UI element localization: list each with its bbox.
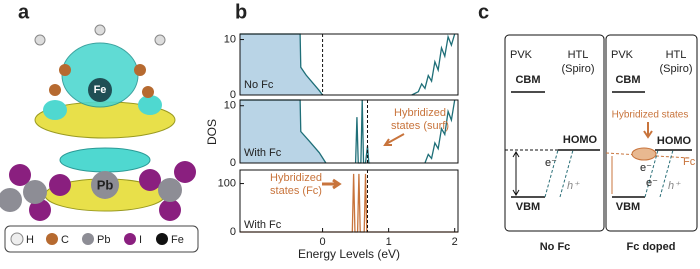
atom-label: Pb <box>97 177 114 192</box>
legend-label: H <box>26 234 34 246</box>
diagram-text: PVK <box>611 49 634 61</box>
annotation: With Fc <box>244 147 282 159</box>
x-tick-label: 1 <box>386 236 392 248</box>
legend-label: Pb <box>97 234 110 246</box>
diagram-text: e⁻ <box>640 162 652 174</box>
diagram-text: h⁺ <box>567 180 580 192</box>
atom-label: Fe <box>94 84 107 96</box>
annotation-arrow <box>383 133 405 146</box>
diagram-caption: No Fc <box>540 241 571 253</box>
legend-label: Fe <box>171 234 184 246</box>
legend-label: I <box>139 234 142 246</box>
y-axis-title: DOS <box>205 119 219 145</box>
dos-area <box>240 100 326 163</box>
x-tick-label: 2 <box>452 236 458 248</box>
y-tick-label: 0 <box>230 157 236 169</box>
molecule-art <box>0 24 199 253</box>
diagram-text: VBM <box>516 201 540 213</box>
diagram-text: (Spiro) <box>659 63 692 75</box>
dos-line <box>411 33 456 96</box>
diagram-text: e⁻ <box>545 157 557 169</box>
diagram-text: Fc <box>683 156 696 168</box>
diagram-text: HOMO <box>563 134 598 146</box>
diagram-text: HTL <box>666 49 687 61</box>
y-tick-label: 10 <box>224 100 236 112</box>
y-tick-label: 10 <box>224 33 236 45</box>
diagram-text: Hybridized states <box>612 110 689 121</box>
plot-frame <box>239 99 459 164</box>
diagram-text: (Spiro) <box>561 63 594 75</box>
diagram-text: PVK <box>510 49 533 61</box>
dos-line <box>240 173 458 233</box>
y-tick-label: 0 <box>230 89 236 101</box>
diagram-caption: Fc doped <box>627 241 676 253</box>
x-tick-label: 0 <box>320 236 326 248</box>
diagram-text: CBM <box>515 74 540 86</box>
annotation: Hybridized <box>270 172 322 184</box>
diagram-text: HOMO <box>657 135 692 147</box>
legend-label: C <box>61 234 69 246</box>
diagram-text: h⁺ <box>668 180 681 192</box>
band-diagram-art <box>504 34 698 232</box>
diagram-text: CBM <box>615 74 640 86</box>
x-axis-title: Energy Levels (eV) <box>298 247 400 261</box>
panel-label: b <box>235 1 247 23</box>
y-tick-label: 0 <box>230 226 236 238</box>
dos-area <box>240 34 323 95</box>
dos-line <box>354 99 371 164</box>
diagram-text: VBM <box>616 201 640 213</box>
dos-line <box>424 99 456 164</box>
annotation: states (Fc) <box>270 185 322 197</box>
annotation: Hybridized <box>394 107 446 119</box>
annotation: states (surf) <box>391 120 449 132</box>
annotation: With Fc <box>244 219 282 231</box>
diagram-text: HTL <box>568 49 589 61</box>
panel-label: c <box>478 1 489 23</box>
y-tick-label: 100 <box>218 177 236 189</box>
diagram-text: e⁻ <box>646 177 658 189</box>
annotation: No Fc <box>244 79 274 91</box>
panel-label: a <box>18 1 30 23</box>
plot-frame <box>239 169 459 233</box>
plot-frame <box>239 33 459 96</box>
annotation-arrow <box>322 178 342 190</box>
